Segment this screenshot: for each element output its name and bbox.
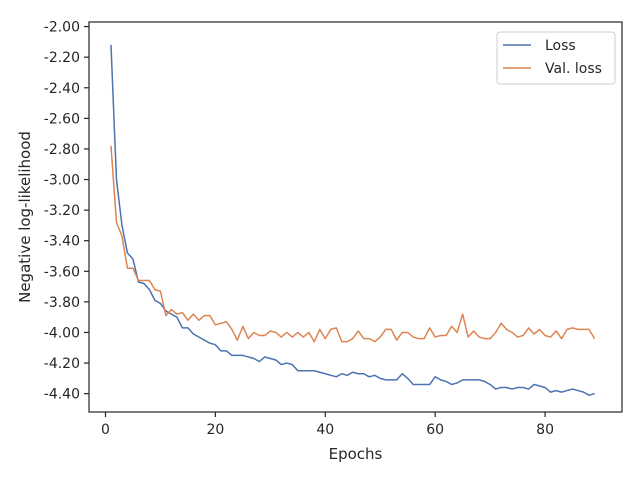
x-tick-label: 20	[206, 422, 224, 438]
x-tick-label: 0	[101, 422, 110, 438]
x-axis: 0 20 40 60 80	[101, 412, 554, 438]
y-tick-label: -2.60	[44, 111, 80, 127]
legend-label-1: Val. loss	[545, 61, 602, 77]
y-tick-label: -2.80	[44, 142, 80, 158]
legend-label-0: Loss	[545, 38, 576, 54]
y-tick-label: -2.00	[44, 20, 80, 36]
y-tick-label: -3.40	[44, 234, 80, 250]
y-tick-label: -3.20	[44, 203, 80, 219]
series-layer	[110, 44, 596, 396]
x-tick-label: 40	[316, 422, 334, 438]
series-line-1	[110, 145, 596, 343]
legend: Loss Val. loss	[496, 31, 616, 85]
y-tick-label: -3.00	[44, 173, 80, 189]
plot-frame	[88, 21, 623, 413]
series-line-0	[110, 44, 595, 396]
x-tick-label: 60	[426, 422, 444, 438]
y-tick-label: -3.80	[44, 295, 80, 311]
y-axis-label: Negative log-likelihood	[16, 131, 34, 303]
y-tick-label: -4.00	[44, 325, 80, 341]
y-tick-label: -4.40	[44, 387, 80, 403]
y-tick-label: -2.20	[44, 50, 80, 66]
y-axis: -2.00 -2.20 -2.40 -2.60 -2.80 -3.00 -3.20 -3.40…	[44, 20, 89, 403]
y-tick-label: -2.40	[44, 81, 80, 97]
x-tick-label: 80	[536, 422, 554, 438]
y-tick-label: -4.20	[44, 356, 80, 372]
x-axis-label: Epochs	[329, 445, 383, 463]
y-tick-label: -3.60	[44, 264, 80, 280]
